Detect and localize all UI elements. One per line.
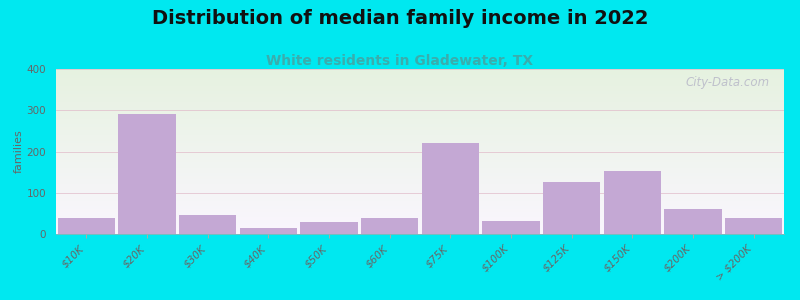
Bar: [361, 218, 418, 234]
Bar: [118, 114, 176, 234]
Text: Distribution of median family income in 2022: Distribution of median family income in …: [152, 9, 648, 28]
Bar: [300, 222, 358, 234]
Bar: [179, 214, 237, 234]
Y-axis label: families: families: [14, 130, 24, 173]
Bar: [239, 228, 297, 234]
Text: City-Data.com: City-Data.com: [686, 76, 770, 88]
Bar: [664, 209, 722, 234]
Bar: [422, 143, 479, 234]
Bar: [725, 218, 782, 234]
Bar: [543, 182, 601, 234]
Bar: [482, 221, 540, 234]
Bar: [603, 171, 661, 234]
Bar: [58, 218, 115, 234]
Text: White residents in Gladewater, TX: White residents in Gladewater, TX: [266, 54, 534, 68]
